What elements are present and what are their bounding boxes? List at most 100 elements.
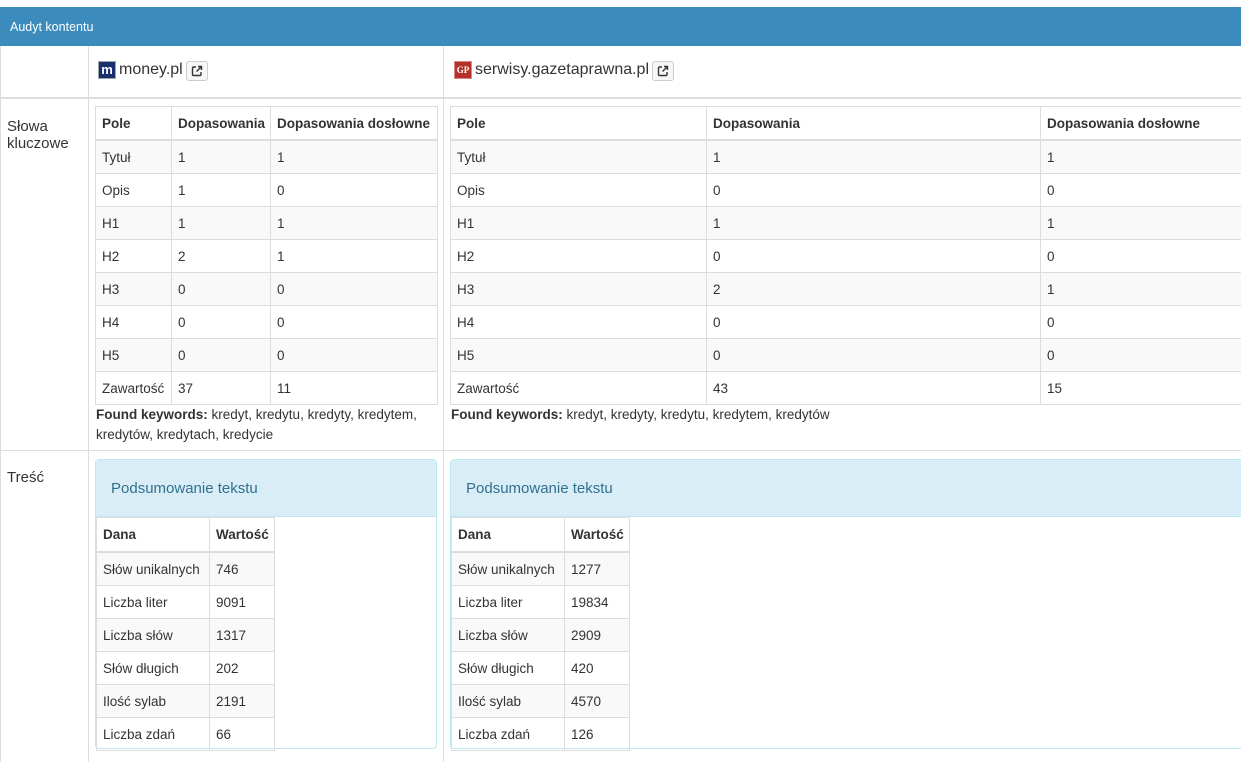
metric-label-cell: Słów długich xyxy=(451,651,565,685)
found-keywords-list: kredyt, kredytu, kredyty, kredytem, kred… xyxy=(96,407,417,442)
table-row: H1 1 1 xyxy=(450,206,1241,240)
field-cell: H1 xyxy=(95,206,172,240)
metric-label-cell: Liczba słów xyxy=(96,618,210,652)
external-link-button[interactable] xyxy=(652,61,675,81)
metric-value-cell: 202 xyxy=(209,651,275,685)
field-cell: H4 xyxy=(95,305,172,339)
grid-divider xyxy=(443,46,444,762)
table-row: H2 2 1 xyxy=(95,239,438,273)
panel-title: Podsumowanie tekstu xyxy=(96,460,436,517)
exact-matches-cell: 1 xyxy=(270,139,438,174)
external-link-button[interactable] xyxy=(185,61,208,81)
site-header-money: m money.pl xyxy=(98,58,208,81)
matches-cell: 1 xyxy=(171,139,271,174)
table-row: Liczba liter 9091 xyxy=(96,585,275,619)
exact-matches-cell: 0 xyxy=(1040,239,1241,273)
table-header-row: Pole Dopasowania Dopasowania dosłowne xyxy=(95,106,438,141)
table-row: Zawartość 43 15 xyxy=(450,371,1241,405)
table-row: Liczba słów 2909 xyxy=(451,618,630,652)
matches-cell: 43 xyxy=(706,371,1041,405)
row-label-content: Treść xyxy=(7,469,44,486)
column-header: Pole xyxy=(450,106,707,141)
column-header: Pole xyxy=(95,106,172,141)
metric-value-cell: 2191 xyxy=(209,684,275,718)
metric-value-cell: 66 xyxy=(209,717,275,751)
found-keywords-label: Found keywords: xyxy=(451,407,563,422)
money-favicon-icon: m xyxy=(98,60,116,79)
matches-cell: 0 xyxy=(706,338,1041,372)
table-row: H5 0 0 xyxy=(95,338,438,372)
external-link-icon xyxy=(191,65,202,77)
matches-cell: 0 xyxy=(171,272,271,306)
keywords-table-gazetaprawna: Pole Dopasowania Dopasowania dosłowne Tytu… xyxy=(450,106,1241,405)
metric-label-cell: Liczba liter xyxy=(451,585,565,619)
column-header: Dopasowania dosłowne xyxy=(270,106,438,141)
field-cell: Opis xyxy=(450,173,707,207)
field-cell: Zawartość xyxy=(450,371,707,405)
field-cell: H1 xyxy=(450,206,707,240)
exact-matches-cell: 1 xyxy=(1040,206,1241,240)
metric-value-cell: 9091 xyxy=(209,585,275,619)
exact-matches-cell: 0 xyxy=(270,173,438,207)
metric-label-cell: Liczba liter xyxy=(96,585,210,619)
site-name: serwisy.gazetaprawna.pl xyxy=(475,60,650,78)
table-row: Ilość sylab 4570 xyxy=(451,684,630,718)
field-cell: H4 xyxy=(450,305,707,339)
table-row: Słów długich 202 xyxy=(96,651,275,685)
table-row: Słów długich 420 xyxy=(451,651,630,685)
found-keywords-list: kredyt, kredyty, kredytu, kredytem, kred… xyxy=(566,407,830,422)
matches-cell: 0 xyxy=(706,239,1041,273)
text-summary-panel-gazetaprawna: Podsumowanie tekstu Dana Wartość Słów uni… xyxy=(450,459,1241,751)
field-cell: H2 xyxy=(450,239,707,273)
site-name: money.pl xyxy=(119,60,183,78)
site-header-gazetaprawna: GP serwisy.gazetaprawna.pl xyxy=(454,58,675,81)
column-header: Dana xyxy=(451,517,565,553)
matches-cell: 37 xyxy=(171,371,271,405)
metric-label-cell: Liczba zdań xyxy=(96,717,210,751)
table-row: Ilość sylab 2191 xyxy=(96,684,275,718)
metric-label-cell: Słów unikalnych xyxy=(451,551,565,586)
table-row: Liczba zdań 126 xyxy=(451,717,630,751)
grid-divider xyxy=(88,46,89,762)
column-header: Dopasowania dosłowne xyxy=(1040,106,1241,141)
metric-value-cell: 126 xyxy=(564,717,630,751)
metric-value-cell: 746 xyxy=(209,551,275,586)
found-keywords-label: Found keywords: xyxy=(96,407,208,422)
exact-matches-cell: 15 xyxy=(1040,371,1241,405)
external-link-icon xyxy=(657,65,669,77)
field-cell: H5 xyxy=(95,338,172,372)
table-row: Słów unikalnych 1277 xyxy=(451,551,630,586)
matches-cell: 0 xyxy=(171,338,271,372)
matches-cell: 0 xyxy=(706,173,1041,207)
metric-value-cell: 19834 xyxy=(564,585,630,619)
metric-label-cell: Ilość sylab xyxy=(96,684,210,718)
metric-label-cell: Liczba zdań xyxy=(451,717,565,751)
grid-divider xyxy=(0,450,1241,451)
metric-label-cell: Słów unikalnych xyxy=(96,551,210,586)
matches-cell: 0 xyxy=(706,305,1041,339)
field-cell: H3 xyxy=(450,272,707,306)
gazetaprawna-favicon-icon: GP xyxy=(454,60,472,79)
table-row: Liczba liter 19834 xyxy=(451,585,630,619)
table-row: H1 1 1 xyxy=(95,206,438,240)
metric-value-cell: 420 xyxy=(564,651,630,685)
metric-label-cell: Ilość sylab xyxy=(451,684,565,718)
summary-table-money: Dana Wartość Słów unikalnych 746 Liczba lit… xyxy=(96,517,275,751)
field-cell: Tytuł xyxy=(95,139,172,174)
row-label-keywords: Słowa kluczowe xyxy=(7,118,69,152)
metric-value-cell: 1317 xyxy=(209,618,275,652)
exact-matches-cell: 0 xyxy=(270,272,438,306)
audit-grid xyxy=(0,46,1241,762)
metric-label-cell: Słów długich xyxy=(96,651,210,685)
matches-cell: 1 xyxy=(171,173,271,207)
column-header: Dana xyxy=(96,517,210,553)
matches-cell: 2 xyxy=(171,239,271,273)
metric-label-cell: Liczba słów xyxy=(451,618,565,652)
column-header: Dopasowania xyxy=(171,106,271,141)
column-header: Wartość xyxy=(564,517,630,553)
matches-cell: 0 xyxy=(171,305,271,339)
table-row: Tytuł 1 1 xyxy=(450,139,1241,174)
exact-matches-cell: 1 xyxy=(1040,139,1241,174)
table-row: Zawartość 37 11 xyxy=(95,371,438,405)
page-header: Audyt kontentu xyxy=(0,7,1241,46)
